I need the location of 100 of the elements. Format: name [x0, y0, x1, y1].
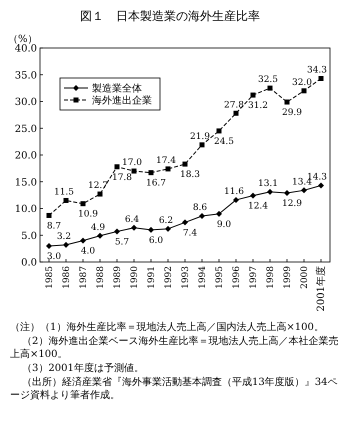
y-tick-label: 40.0: [14, 44, 37, 54]
point: [318, 182, 324, 188]
data-label: 17.8: [112, 172, 132, 183]
point: [216, 210, 222, 217]
point: [114, 228, 120, 235]
point: [166, 166, 170, 172]
data-label: 27.8: [224, 100, 244, 110]
data-label: 13.4: [292, 177, 312, 188]
data-label: 6.2: [158, 216, 174, 226]
text: （注）（1）海外生産比率＝現地法人売上高／国内法人売上高×100。: [10, 321, 324, 333]
x-tick-label: 1999: [283, 266, 293, 289]
point: [132, 168, 136, 174]
point: [165, 226, 171, 232]
data-label: 4.9: [90, 222, 106, 233]
point: [301, 187, 307, 194]
x-tick-label: 1998: [266, 266, 276, 289]
x-tick-label: 2000: [300, 266, 310, 289]
data-label: 9.0: [216, 220, 232, 230]
y-tick-label: 0.0: [21, 258, 37, 268]
point: [199, 212, 205, 219]
point: [200, 142, 204, 148]
x-tick-label: 1989: [113, 266, 123, 289]
point: [97, 232, 103, 239]
data-label: 34.3: [306, 65, 328, 76]
point: [318, 76, 324, 81]
data-label: 7.4: [182, 228, 198, 238]
y-tick-label: 20.0: [14, 150, 37, 162]
point: [284, 190, 290, 196]
point: [267, 188, 273, 195]
x-tick-label: 1985: [45, 266, 55, 289]
point: [148, 226, 154, 233]
point: [182, 219, 188, 226]
data-label: 16.7: [146, 178, 166, 189]
point: [98, 192, 102, 197]
data-label: 3.2: [56, 232, 72, 242]
point: [63, 242, 69, 248]
y-tick-label: 10.0: [14, 204, 37, 215]
x-tick-label: 1988: [96, 266, 106, 289]
data-label: 18.3: [180, 170, 200, 180]
x-tick-label: 1992: [164, 266, 174, 289]
point: [114, 164, 120, 170]
data-label: 12.7: [88, 181, 108, 192]
data-label: 11.5: [54, 187, 74, 198]
legend-label: 製造業全体: [92, 82, 142, 94]
y-tick-label: 30.0: [14, 97, 37, 108]
data-label: 12.4: [248, 202, 268, 212]
data-label: 12.9: [282, 198, 302, 209]
point: [182, 162, 188, 167]
point: [46, 212, 52, 218]
x-tick-label: 1997: [249, 266, 259, 289]
x-tick-label: 1991: [147, 266, 157, 289]
x-tick-label: 1994: [198, 266, 208, 289]
data-label: 17.4: [156, 156, 176, 166]
chart-title: 図１ 日本製造業の海外生産比率: [80, 9, 260, 23]
data-label: 32.5: [258, 75, 278, 86]
data-label: 3.0: [46, 252, 62, 262]
data-label: 31.2: [248, 101, 268, 112]
point: [302, 88, 306, 94]
x-tick-label: 1990: [130, 266, 140, 289]
y-tick-label: 35.0: [14, 70, 37, 82]
text: （3）2001年度は予測値。: [22, 362, 144, 374]
x-tick-label: 1993: [181, 266, 191, 289]
data-label: 4.0: [80, 246, 96, 257]
point: [148, 170, 154, 176]
point: [64, 198, 68, 203]
x-tick-label: 1996: [232, 266, 242, 289]
point: [268, 86, 272, 91]
data-label: 17.0: [122, 158, 142, 168]
text: （2）海外進出企業ベース海外生産比率＝現地法人売上高／本社企業売上高×100。: [10, 335, 338, 360]
y-tick-label: 15.0: [14, 177, 37, 188]
point: [233, 196, 239, 203]
data-label: 8.6: [192, 202, 208, 213]
data-label: 24.5: [214, 136, 234, 147]
point: [250, 192, 256, 199]
x-tick-label: 1986: [62, 266, 72, 289]
data-label: 32.0: [292, 78, 312, 88]
data-label: 6.4: [124, 214, 140, 225]
data-label: 5.7: [114, 238, 130, 248]
x-tick-label: 1987: [79, 266, 89, 289]
point: [131, 224, 137, 231]
x-tick-label: 2001年度: [315, 266, 327, 312]
x-tick-label: 1995: [215, 266, 225, 289]
data-label: 29.9: [282, 108, 302, 118]
data-label: 21.9: [190, 132, 210, 142]
point: [216, 128, 222, 134]
y-axis-title: （%）: [8, 34, 38, 45]
text: （出所）経済産業省『海外事業活動基本調査（平成13年度版）』34ページ資料より筆者作成。: [10, 376, 338, 401]
y-tick-label: 5.0: [21, 230, 37, 242]
point: [284, 100, 290, 105]
point: [80, 238, 86, 244]
data-label: 8.7: [46, 221, 62, 232]
point: [46, 242, 52, 249]
data-label: 11.6: [224, 186, 244, 197]
point: [234, 110, 238, 116]
legend-label: 海外進出企業: [92, 94, 152, 106]
data-label: 13.1: [258, 178, 278, 189]
data-label: 6.0: [148, 236, 164, 246]
y-tick-label: 25.0: [14, 124, 37, 135]
data-label: 10.9: [78, 210, 98, 220]
point: [80, 201, 86, 206]
